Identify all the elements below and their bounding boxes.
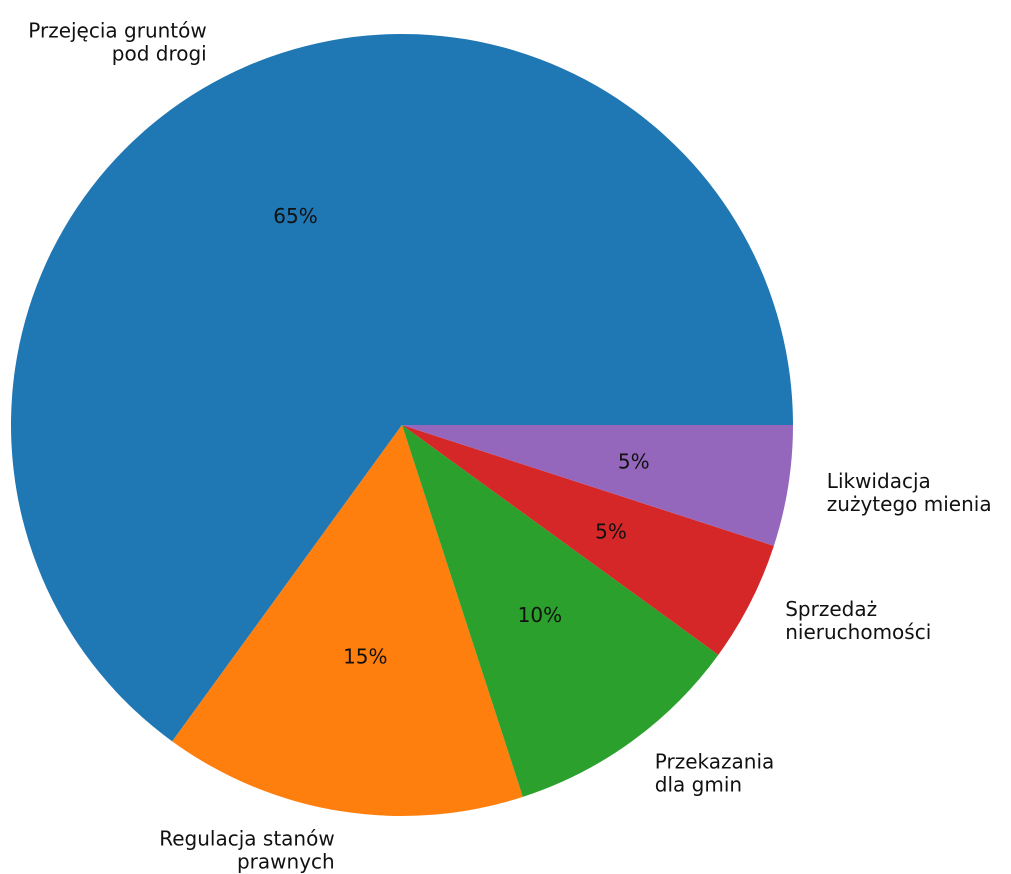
category-label-line: prawnych [237, 849, 335, 873]
category-label-line: zużytego mienia [827, 492, 992, 516]
percent-label: 5% [595, 520, 627, 544]
percent-label: 5% [618, 450, 650, 474]
category-label-line: Przekazania [655, 749, 774, 773]
percent-label: 15% [343, 645, 387, 669]
category-label: Przekazania dla gmin [655, 749, 774, 796]
pie-slice-regulacja-stanow-prawnych [172, 425, 523, 816]
category-label-line: Sprzedaż [785, 597, 877, 621]
pie-slice-przejecia-gruntow-pod-drogi [11, 33, 794, 742]
percent-labels: 65% 15% 10% 5% 5% [273, 204, 649, 669]
pie-slice-przekazania-dla-gmin [402, 425, 719, 797]
percent-label: 10% [518, 603, 562, 627]
category-label-line: nieruchomości [785, 620, 931, 644]
pie-slice-sprzedaz-nieruchomosci [402, 425, 774, 655]
category-label-line: pod drogi [112, 41, 207, 65]
category-label-line: Przejęcia gruntów [28, 18, 206, 42]
category-label: Regulacja stanów prawnych [159, 826, 334, 873]
pie-slice-likwidacja-zuzytego-mienia [402, 425, 793, 546]
category-label: Likwidacja zużytego mienia [827, 469, 992, 516]
percent-label: 65% [273, 204, 317, 228]
category-label: Przejęcia gruntów pod drogi [28, 18, 206, 65]
category-label-line: Regulacja stanów [159, 826, 334, 850]
category-labels: Przejęcia gruntów pod drogi Regulacja stan… [28, 18, 991, 873]
category-label-line: Likwidacja [827, 469, 931, 493]
category-label-line: dla gmin [655, 772, 742, 796]
category-label: Sprzedaż nieruchomości [785, 597, 931, 644]
pie-slices [11, 33, 794, 816]
